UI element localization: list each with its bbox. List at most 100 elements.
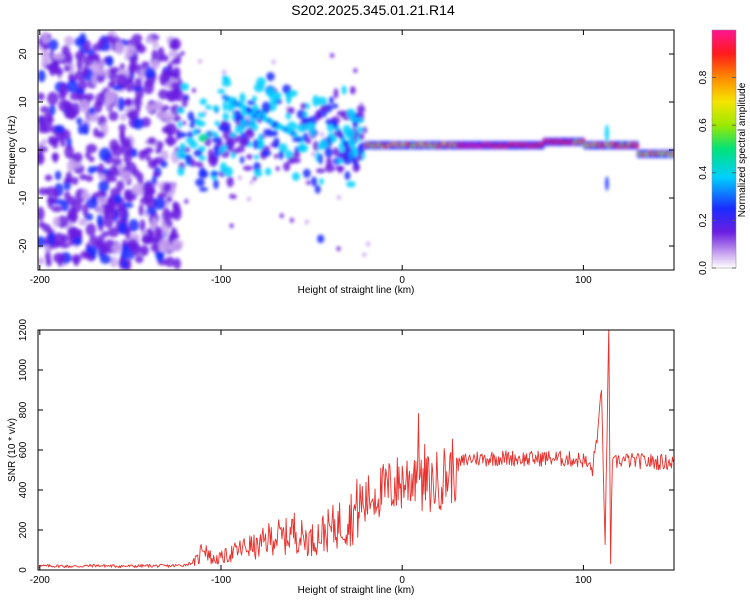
- noise-blob: [52, 152, 58, 163]
- onset-blob: [315, 109, 322, 121]
- noise-blob: [126, 111, 137, 119]
- onset-blob: [336, 110, 347, 117]
- onset-blob: [226, 102, 234, 113]
- onset-blob: [213, 144, 219, 153]
- onset-blob: [331, 103, 339, 109]
- onset-blob: [198, 134, 207, 142]
- figure-title: S202.2025.345.01.21.R14: [291, 2, 455, 18]
- colorbar-ticks: 0.0 0.2 0.4 0.6 0.8: [698, 70, 736, 275]
- noise-blob: [110, 79, 116, 86]
- noise-blob: [93, 100, 103, 114]
- onset-blob: [310, 176, 318, 187]
- noise-blob: [167, 126, 173, 138]
- noise-blob: [121, 260, 129, 269]
- onset-blob: [244, 129, 255, 139]
- noise-blob: [41, 50, 49, 58]
- noise-blob: [47, 115, 55, 124]
- noise-blob: [60, 199, 69, 212]
- noise-blob: [141, 234, 151, 244]
- carrier-spur: [604, 124, 610, 142]
- onset-blob: [220, 120, 227, 128]
- carrier-spur: [605, 176, 609, 191]
- noise-blob: [304, 219, 310, 225]
- noise-blob: [131, 34, 143, 43]
- noise-blob: [365, 241, 371, 247]
- noise-blob: [45, 186, 58, 197]
- noise-blob: [47, 91, 59, 106]
- onset-blob: [292, 136, 303, 143]
- noise-blob: [38, 206, 45, 221]
- noise-blob: [54, 124, 65, 134]
- onset-blob: [355, 117, 365, 124]
- snr-x-tick-label: -100: [211, 575, 231, 586]
- onset-blob: [234, 124, 245, 134]
- onset-blob: [320, 104, 328, 111]
- onset-blob: [302, 168, 311, 178]
- onset-blob: [252, 138, 259, 150]
- noise-blob: [38, 146, 48, 153]
- spectrogram-y-tick-label: -20: [18, 238, 29, 253]
- noise-blob: [237, 175, 243, 181]
- onset-blob: [219, 162, 227, 174]
- onset-blob: [282, 84, 292, 94]
- noise-blob: [139, 68, 146, 82]
- noise-blob: [114, 41, 125, 55]
- noise-blob: [52, 216, 60, 228]
- noise-blob: [103, 68, 110, 77]
- onset-blob: [177, 121, 183, 129]
- noise-blob: [75, 88, 85, 95]
- noise-blob: [96, 214, 104, 227]
- noise-blob: [191, 88, 197, 93]
- colorbar-tick-label: 0.2: [698, 213, 709, 227]
- noise-blob: [46, 197, 58, 204]
- noise-blob: [63, 191, 71, 201]
- noise-blob: [123, 98, 133, 107]
- colorbar-tick-label: 0.0: [698, 261, 709, 275]
- noise-blob: [279, 213, 284, 219]
- onset-blob: [341, 85, 347, 95]
- noise-blob: [64, 110, 77, 120]
- noise-blob: [151, 158, 159, 167]
- noise-blob: [98, 173, 106, 181]
- snr-y-tick-label: 0: [18, 567, 29, 573]
- onset-blob: [324, 147, 333, 158]
- noise-blob: [48, 39, 59, 51]
- noise-blob: [99, 254, 112, 264]
- noise-blob: [97, 38, 105, 48]
- noise-blob: [64, 35, 74, 47]
- snr-x-tick-label: 0: [399, 575, 405, 586]
- onset-blob: [303, 111, 308, 118]
- noise-blob: [85, 223, 96, 237]
- onset-blob: [286, 96, 291, 105]
- spectrogram-x-tick-label: -200: [30, 275, 50, 286]
- noise-blob: [362, 252, 367, 258]
- onset-blob: [256, 77, 266, 87]
- noise-blob: [142, 182, 155, 195]
- onset-blob: [212, 136, 222, 144]
- noise-blob: [172, 201, 178, 211]
- snr-y-tick-label: 400: [18, 481, 29, 498]
- onset-blob: [348, 138, 356, 147]
- onset-blob: [198, 155, 207, 161]
- onset-blob: [257, 133, 264, 145]
- noise-blob: [107, 227, 120, 238]
- noise-blob: [125, 44, 136, 57]
- noise-blob: [162, 71, 171, 80]
- spectrogram-y-label: Frequency (Hz): [7, 116, 18, 185]
- onset-blob: [337, 158, 344, 165]
- noise-blob: [273, 153, 279, 159]
- noise-blob: [38, 221, 46, 229]
- noise-blob: [136, 172, 144, 184]
- noise-blob: [82, 203, 89, 217]
- onset-blob: [176, 132, 187, 138]
- onset-blob: [278, 143, 288, 153]
- noise-blob: [68, 73, 75, 81]
- noise-blob: [118, 221, 127, 235]
- noise-blob: [172, 115, 182, 122]
- onset-blob: [199, 98, 208, 105]
- onset-blob: [224, 139, 235, 150]
- colorbar-label: Normalized spectral amplitude: [737, 82, 748, 217]
- onset-blob: [239, 156, 245, 164]
